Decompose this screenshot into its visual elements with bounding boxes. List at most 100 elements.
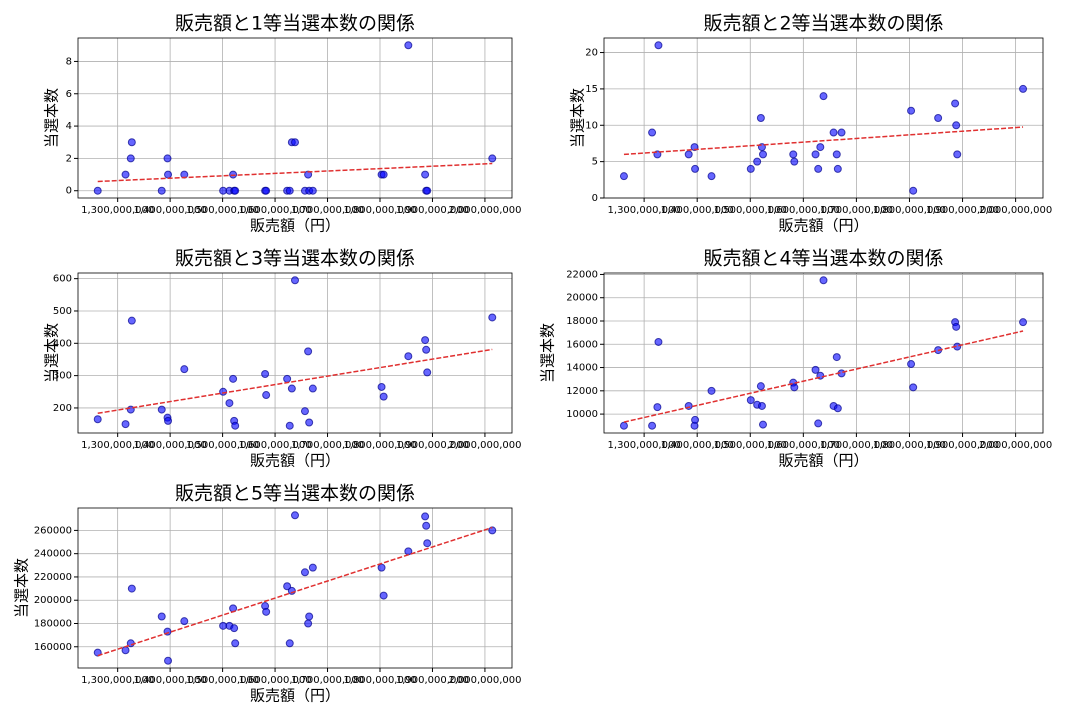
chart-title: 販売額と1等当選本数の関係 [175, 13, 415, 35]
point [305, 418, 314, 427]
x-tick-label: 1,900,000,000 [926, 205, 999, 216]
point [304, 347, 313, 356]
chart-title: 販売額と2等当選本数の関係 [703, 13, 943, 35]
subplot: 160000 180000 200000 220000 240000 260000 1,30… [13, 483, 522, 705]
y-tick-label: 260000 [34, 525, 72, 536]
y-tick-label: 200 [53, 403, 72, 414]
x-tick-label: 1,800,000,000 [873, 205, 946, 216]
chart-title: 販売額と3等当選本数の関係 [175, 248, 415, 270]
y-tick-label: 4 [66, 121, 72, 132]
subplot: 0 2 4 6 8 1,300,000,0001,400,000,0001,500,000… [43, 13, 522, 235]
point [379, 170, 388, 179]
point [121, 646, 130, 655]
point [127, 316, 136, 325]
point [909, 383, 918, 392]
x-tick-label: 1,500,000,000 [186, 675, 259, 686]
point [422, 521, 431, 530]
plot-frame [603, 272, 1044, 434]
point [833, 164, 842, 173]
y-tick-label: 12000 [566, 386, 598, 397]
point [488, 313, 497, 322]
point [308, 384, 317, 393]
point [164, 416, 173, 425]
x-tick-label: 1,500,000,000 [714, 205, 787, 216]
y-tick-label: 160000 [34, 642, 72, 653]
subplot: 200 300 400 500 600 1,300,000,0001,400,000,00… [43, 248, 522, 470]
y-tick-label: 180000 [34, 618, 72, 629]
x-tick-label: 1,400,000,000 [134, 440, 207, 451]
point [746, 164, 755, 173]
plot-frame [77, 507, 513, 669]
y-tick-label: 8 [66, 56, 72, 67]
point [164, 170, 173, 179]
point [811, 365, 820, 374]
y-tick-label: 15 [585, 84, 598, 95]
point [300, 407, 309, 416]
x-tick-label: 1,300,000,000 [81, 440, 154, 451]
point [285, 639, 294, 648]
x-tick-label: 1,400,000,000 [661, 205, 734, 216]
y-tick-label: 20 [585, 48, 598, 59]
point [833, 404, 842, 413]
point [654, 41, 663, 50]
point [229, 170, 238, 179]
point [648, 421, 657, 430]
point [819, 276, 828, 285]
point [1019, 84, 1028, 93]
x-tick-label: 1,700,000,000 [291, 205, 364, 216]
chart-title: 販売額と4等当選本数の関係 [703, 248, 943, 270]
point [837, 128, 846, 137]
y-axis-label: 当選本数 [43, 88, 61, 148]
x-tick-label: 1,300,000,000 [608, 440, 681, 451]
point [231, 186, 240, 195]
point [758, 420, 767, 429]
point [619, 172, 628, 181]
point [377, 382, 386, 391]
x-tick-label: 2,000,000,000 [448, 675, 521, 686]
point [180, 365, 189, 374]
point [909, 186, 918, 195]
x-tick-label: 1,400,000,000 [134, 675, 207, 686]
x-tick-label: 1,500,000,000 [186, 440, 259, 451]
point [404, 41, 413, 50]
point [304, 619, 313, 628]
point [691, 164, 700, 173]
point [157, 612, 166, 621]
point [758, 150, 767, 159]
x-axis-label: 販売額（円） [778, 452, 868, 470]
x-tick-label: 1,800,000,000 [343, 440, 416, 451]
point [127, 584, 136, 593]
point [164, 656, 173, 665]
trend-line [97, 162, 493, 183]
x-tick-label: 1,900,000,000 [396, 675, 469, 686]
point [707, 386, 716, 395]
point [285, 421, 294, 430]
point [691, 415, 700, 424]
y-tick-label: 5 [592, 157, 598, 168]
point [934, 114, 943, 122]
x-tick-label: 1,700,000,000 [820, 205, 893, 216]
point [423, 368, 432, 377]
y-tick-label: 220000 [34, 572, 72, 583]
y-tick-label: 20000 [566, 293, 598, 304]
y-tick-label: 14000 [566, 363, 598, 374]
x-tick-label: 1,300,000,000 [81, 675, 154, 686]
point [308, 186, 317, 195]
x-tick-label: 1,600,000,000 [238, 205, 311, 216]
point [816, 143, 825, 152]
y-tick-label: 10 [585, 120, 598, 131]
point [285, 186, 294, 195]
x-tick-label: 1,800,000,000 [343, 675, 416, 686]
x-tick-label: 1,800,000,000 [343, 205, 416, 216]
point [707, 172, 716, 181]
point [231, 421, 240, 430]
y-axis-label: 当選本数 [569, 88, 587, 148]
x-tick-label: 1,900,000,000 [396, 205, 469, 216]
point [746, 396, 755, 405]
point [261, 370, 270, 379]
point [163, 154, 172, 163]
x-tick-label: 1,800,000,000 [873, 440, 946, 451]
point [157, 405, 166, 414]
